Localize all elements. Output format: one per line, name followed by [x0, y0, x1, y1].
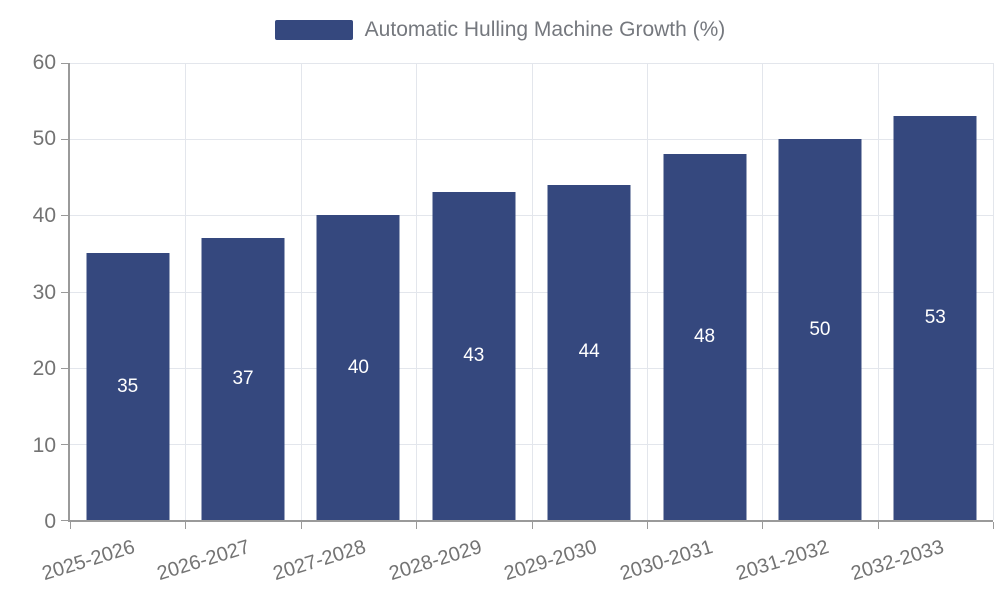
y-axis-tick [61, 215, 68, 217]
y-axis-tick-label: 30 [32, 280, 56, 304]
y-axis-tick-label: 50 [32, 127, 56, 151]
y-axis-tick [61, 367, 68, 369]
gridline-vertical [993, 63, 994, 520]
x-axis-category-label: 2028-2029 [386, 536, 485, 586]
x-axis-tick [416, 522, 418, 529]
bar[interactable]: 43 [432, 192, 516, 520]
x-axis-tick [877, 522, 879, 529]
plot-area: 35 37 40 43 44 48 50 53 [61, 63, 994, 529]
gridline-vertical [877, 63, 879, 520]
y-axis-tick [61, 63, 68, 64]
bar-value-label: 43 [463, 345, 485, 367]
y-axis-tick-label: 0 [44, 510, 56, 533]
bar[interactable]: 44 [547, 184, 631, 520]
y-axis-tick [61, 291, 68, 293]
bar-value-label: 37 [232, 368, 254, 390]
gridline-vertical [646, 63, 648, 520]
gridline-vertical [416, 63, 418, 520]
legend-swatch-icon [274, 20, 353, 40]
y-axis: 0 10 20 30 40 50 60 [0, 51, 56, 533]
x-axis-tick [646, 522, 648, 529]
bar[interactable]: 35 [86, 253, 170, 520]
x-axis-category-label: 2027-2028 [270, 536, 369, 586]
x-axis-category-label: 2026-2027 [154, 536, 253, 586]
x-axis: 2025-2026 2026-2027 2027-2028 2028-2029 2029… [39, 522, 993, 600]
x-axis-category-label: 2031-2032 [733, 536, 831, 586]
bar[interactable]: 48 [663, 154, 747, 520]
y-axis-tick [61, 139, 68, 141]
x-axis-tick [993, 522, 994, 529]
bar-value-label: 35 [117, 375, 139, 397]
x-axis-category-label: 2030-2031 [617, 536, 716, 586]
bar[interactable]: 37 [201, 238, 285, 520]
bar-value-label: 44 [578, 341, 600, 363]
bar[interactable]: 53 [893, 116, 977, 520]
y-axis-tick-label: 20 [32, 356, 56, 380]
chart-legend[interactable]: Automatic Hulling Machine Growth (%) [0, 18, 1000, 42]
bar-value-label: 48 [693, 326, 716, 348]
gridline-vertical [185, 63, 187, 520]
y-axis-tick-label: 40 [32, 203, 56, 227]
bar-value-label: 50 [809, 318, 831, 340]
gridline-vertical [531, 63, 533, 520]
x-axis-category-label: 2032-2033 [848, 536, 947, 586]
y-axis-tick-label: 60 [32, 51, 56, 74]
legend-label: Automatic Hulling Machine Growth (%) [364, 18, 726, 41]
x-axis-tick [185, 522, 187, 529]
bar-value-label: 53 [924, 307, 946, 329]
gridline-vertical [762, 63, 764, 520]
y-axis-tick [61, 520, 68, 521]
x-axis-tick [70, 522, 71, 529]
x-axis-category-label: 2025-2026 [39, 536, 138, 586]
y-axis-tick [61, 443, 68, 445]
x-axis-category-label: 2029-2030 [501, 536, 600, 586]
y-axis-tick-label: 10 [32, 433, 56, 457]
x-axis-tick [762, 522, 764, 529]
bar[interactable]: 40 [316, 215, 400, 520]
x-axis-tick [531, 522, 533, 529]
bar-value-label: 40 [347, 356, 370, 378]
x-axis-tick [300, 522, 302, 529]
gridline-vertical [300, 63, 302, 520]
bar[interactable]: 50 [778, 139, 862, 520]
